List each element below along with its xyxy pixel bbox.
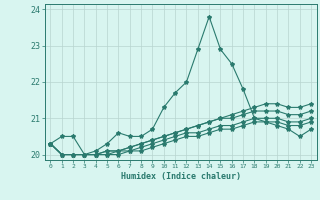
- X-axis label: Humidex (Indice chaleur): Humidex (Indice chaleur): [121, 172, 241, 181]
